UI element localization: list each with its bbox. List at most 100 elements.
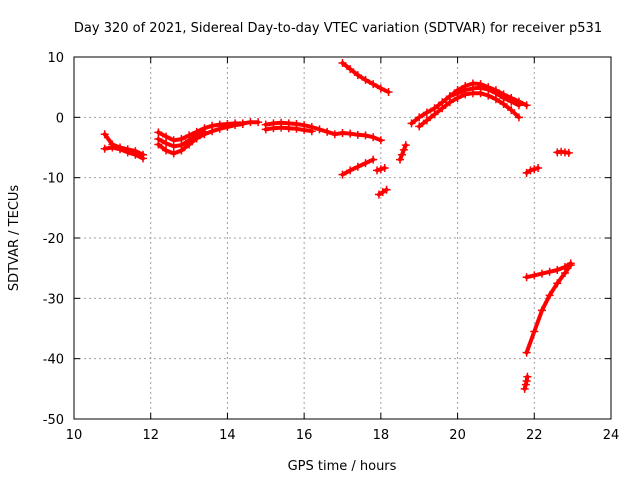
data-point xyxy=(353,130,362,139)
data-point xyxy=(522,376,531,385)
data-point xyxy=(369,155,378,164)
series-arc-5 xyxy=(154,127,209,151)
data-point xyxy=(520,384,529,393)
data-point xyxy=(537,306,546,315)
y-axis-ticks: 10 0 -10 -20 -30 -40 -50 xyxy=(43,51,611,428)
data-point xyxy=(401,141,410,150)
data-point xyxy=(499,94,508,103)
x-tick-label: 24 xyxy=(603,428,620,443)
data-point xyxy=(238,119,247,128)
data-point xyxy=(361,131,370,140)
data-point xyxy=(169,149,178,158)
data-point xyxy=(269,124,278,133)
data-points xyxy=(100,59,575,393)
x-tick-label: 18 xyxy=(373,428,390,443)
data-point xyxy=(530,327,539,336)
data-point xyxy=(530,165,539,174)
x-tick-label: 22 xyxy=(526,428,543,443)
series-trail xyxy=(398,143,408,162)
data-point xyxy=(307,127,316,136)
data-point xyxy=(415,113,424,122)
y-tick-label: -10 xyxy=(43,172,64,187)
data-point xyxy=(373,166,382,175)
data-point xyxy=(338,59,347,68)
x-tick-label: 14 xyxy=(219,428,236,443)
data-point xyxy=(315,125,324,134)
data-point xyxy=(553,279,562,288)
data-point xyxy=(108,143,117,152)
data-point xyxy=(123,148,132,157)
data-point xyxy=(338,170,347,179)
data-point xyxy=(346,129,355,138)
data-point xyxy=(407,119,416,128)
data-point xyxy=(162,146,171,155)
data-point xyxy=(369,133,378,142)
data-point xyxy=(177,141,186,150)
data-point xyxy=(353,71,362,80)
data-point xyxy=(300,126,309,135)
data-point xyxy=(131,150,140,159)
data-point xyxy=(277,123,286,132)
x-axis-ticks: 10 12 14 16 18 20 22 24 xyxy=(66,57,620,443)
data-point xyxy=(514,101,523,110)
data-point xyxy=(231,121,240,130)
data-point xyxy=(526,166,535,175)
data-point xyxy=(453,89,462,98)
data-point xyxy=(566,261,575,270)
series-arc-17 xyxy=(553,147,573,157)
series-arc-16 xyxy=(522,164,543,177)
data-point xyxy=(361,159,370,168)
series-arc-7 xyxy=(261,123,316,136)
data-point xyxy=(100,144,109,153)
data-point xyxy=(100,130,109,139)
data-point xyxy=(461,86,470,95)
data-point xyxy=(396,155,405,164)
data-point xyxy=(476,83,485,92)
series-arc-11 xyxy=(374,185,391,199)
y-tick-label: -50 xyxy=(43,413,64,428)
data-point xyxy=(116,145,125,154)
data-point xyxy=(422,108,431,117)
data-point xyxy=(200,127,209,136)
data-point xyxy=(323,127,332,136)
data-point xyxy=(380,164,389,173)
data-point xyxy=(553,265,562,274)
data-point xyxy=(154,135,163,144)
data-point xyxy=(382,185,391,194)
y-axis-label: SDTVAR / TECUs xyxy=(7,185,22,292)
x-tick-label: 12 xyxy=(142,428,159,443)
y-tick-label: -20 xyxy=(43,232,64,247)
x-tick-label: 16 xyxy=(296,428,313,443)
data-point xyxy=(530,271,539,280)
data-point xyxy=(438,104,447,113)
series-arc-2 xyxy=(100,143,148,163)
chart-title: Day 320 of 2021, Sidereal Day-to-day VTE… xyxy=(74,21,602,36)
data-point xyxy=(523,372,532,381)
data-point xyxy=(215,124,224,133)
data-point xyxy=(491,89,500,98)
data-point xyxy=(261,125,270,134)
data-point xyxy=(346,65,355,74)
series-arc-20 xyxy=(520,372,532,393)
data-point xyxy=(484,85,493,94)
data-point xyxy=(522,348,531,357)
data-point xyxy=(169,142,178,151)
y-tick-label: -30 xyxy=(43,292,64,307)
data-point xyxy=(376,136,385,145)
data-point xyxy=(185,136,194,145)
data-point xyxy=(246,118,255,127)
series-trail xyxy=(409,81,529,126)
data-point xyxy=(384,87,393,96)
y-tick-label: 10 xyxy=(47,51,64,66)
data-point xyxy=(369,80,378,89)
data-point xyxy=(422,116,431,125)
data-point xyxy=(330,130,339,139)
data-point xyxy=(545,291,554,300)
data-point xyxy=(522,273,531,282)
data-point xyxy=(507,97,516,106)
data-point xyxy=(139,154,148,163)
data-point xyxy=(223,122,232,131)
data-point xyxy=(192,131,201,140)
data-point xyxy=(534,164,543,173)
data-point xyxy=(292,124,301,133)
